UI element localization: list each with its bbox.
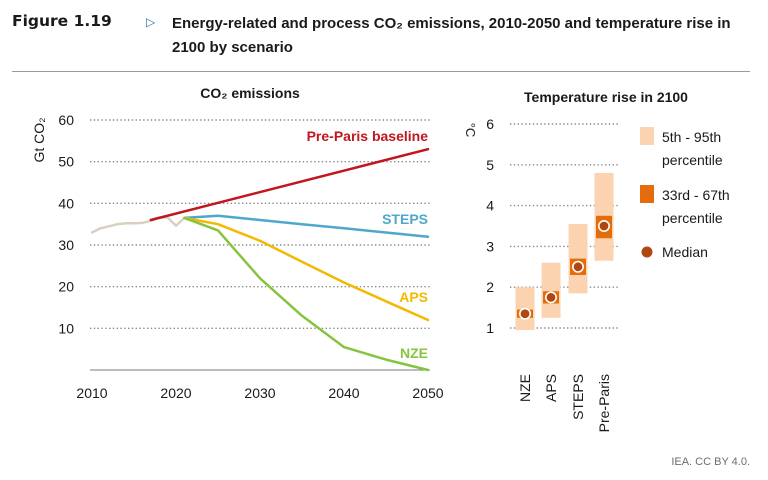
category-label-aps: APS [543,374,559,402]
series-label-aps: APS [399,289,428,305]
emissions-y-tick-label: 50 [58,154,74,170]
series-line-steps [183,214,430,238]
emissions-y-tick-label: 60 [58,112,74,128]
legend-swatch-33-67 [640,185,654,203]
figure-arrow-icon: ▷ [146,15,156,29]
median-marker-pre-paris [597,220,610,233]
series-line-nze [183,216,430,372]
figure-title: Energy-related and process CO₂ emissions… [172,15,731,56]
emissions-x-tick-label: 2030 [244,385,275,401]
category-label-steps: STEPS [570,374,586,420]
legend-label-33-67-cont: percentile [662,210,723,226]
emissions-x-tick-label: 2050 [412,385,443,401]
category-label-pre-paris: Pre-Paris [596,374,612,432]
emissions-y-tick-label: 20 [58,279,74,295]
legend-label-5-95-cont: percentile [662,152,723,168]
series-label-steps: STEPS [382,211,428,227]
legend-label-5-95: 5th - 95th [662,129,721,145]
legend-swatch-5-95 [640,127,654,145]
category-label-nze: NZE [517,374,533,402]
series-line-history [90,216,186,234]
temperature-y-tick-label: 2 [486,279,494,295]
emissions-x-tick-label: 2010 [76,385,107,401]
temperature-y-tick-label: 3 [486,238,494,254]
series-line-pre-paris-baseline [149,147,430,222]
emissions-y-axis-label: Gt CO₂ [31,117,47,162]
temperature-y-axis-label: °C [463,123,478,138]
median-marker-nze [518,307,531,320]
legend-median-marker [641,246,653,258]
temperature-chart-title: Temperature rise in 2100 [524,89,688,105]
legend-label-33-67: 33rd - 67th [662,187,730,203]
series-line-aps [183,216,430,322]
median-marker-steps [571,260,584,273]
range-5-95-aps [541,262,561,318]
emissions-chart-title: CO₂ emissions [200,85,300,101]
emissions-y-tick-label: 40 [58,195,74,211]
header-divider [12,71,750,72]
emissions-x-tick-label: 2020 [160,385,191,401]
temperature-y-tick-label: 1 [486,320,494,336]
series-label-nze: NZE [400,345,428,361]
credit-text: IEA. CC BY 4.0. [671,456,750,468]
temperature-y-tick-label: 5 [486,157,494,173]
temperature-y-tick-label: 4 [486,198,494,214]
temperature-chart: Temperature rise in 2100 °C 1 2 3 4 5 6 NZE APS ST… [463,89,730,432]
median-marker-aps [544,291,557,304]
series-label-pre-paris-baseline: Pre-Paris baseline [307,128,429,144]
temperature-y-tick-label: 6 [486,116,494,132]
emissions-y-tick-label: 10 [58,320,74,336]
emissions-x-tick-label: 2040 [328,385,359,401]
emissions-y-tick-label: 30 [58,237,74,253]
figure-number: Figure 1.19 [12,12,112,30]
legend-label-median: Median [662,244,708,260]
